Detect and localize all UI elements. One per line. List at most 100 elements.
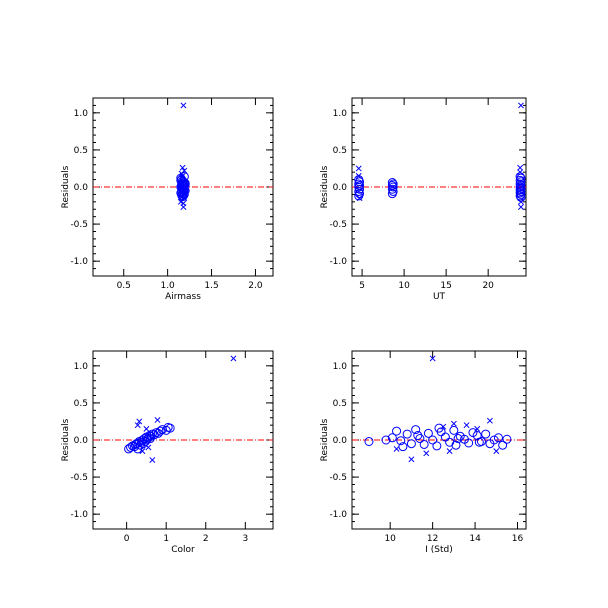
data-point-cross xyxy=(450,420,457,427)
data-point-circle xyxy=(387,178,397,188)
data-point-cross xyxy=(486,417,493,424)
data-point-cross xyxy=(149,457,156,463)
y-axis-label: Residuals xyxy=(61,418,71,461)
y-tick-label: 0.5 xyxy=(74,146,88,156)
x-tick-label: 12 xyxy=(427,534,438,544)
x-tick-label: 0 xyxy=(124,534,130,544)
data-point-circle xyxy=(419,439,429,449)
y-tick-label: 0.5 xyxy=(333,399,347,409)
x-tick-label: 1.0 xyxy=(160,281,175,291)
data-point-circle xyxy=(178,182,188,192)
data-point-circle xyxy=(387,433,397,443)
residual-panel-2: -1.0 -0.5 0.0 0.5 1.0 5 10 15 20 UT Residuals xyxy=(320,97,527,302)
y-tick-label: 1.0 xyxy=(74,109,89,119)
data-point-circle xyxy=(453,434,463,444)
data-point-circle xyxy=(406,439,416,449)
data-point-circle xyxy=(415,434,425,444)
data-point-circle xyxy=(178,186,188,196)
data-point-circle xyxy=(489,435,499,445)
data-point-cross xyxy=(355,165,362,172)
y-axis-label: Residuals xyxy=(320,418,330,461)
x-tick-label: 2 xyxy=(203,534,209,544)
y-tick-label: 0.5 xyxy=(74,399,88,409)
y-tick-label: 1.0 xyxy=(333,109,348,119)
data-point-cross xyxy=(393,445,400,452)
y-axis-label: Residuals xyxy=(320,165,330,208)
x-tick-label: 16 xyxy=(512,534,524,544)
data-point-circle xyxy=(516,186,526,196)
data-point-circle xyxy=(481,429,491,439)
data-point-cross xyxy=(145,444,152,451)
data-point-circle xyxy=(502,434,512,444)
y-tick-label: 0.5 xyxy=(333,146,347,156)
data-point-circle xyxy=(354,179,364,189)
data-point-circle xyxy=(464,438,474,448)
y-tick-label: -1.0 xyxy=(329,510,347,520)
data-point-cross xyxy=(179,164,186,171)
y-tick-label: 1.0 xyxy=(74,362,89,372)
x-tick-label: 15 xyxy=(440,281,451,291)
data-point-cross xyxy=(517,164,524,171)
y-tick-label: -1.0 xyxy=(70,257,88,267)
data-point-cross xyxy=(143,425,150,432)
data-point-circle xyxy=(515,185,525,195)
data-point-circle xyxy=(516,189,526,199)
data-point-circle xyxy=(432,441,442,451)
data-point-circle xyxy=(498,440,508,450)
x-tick-label: 10 xyxy=(398,281,410,291)
y-tick-label: -0.5 xyxy=(329,473,347,483)
residual-panel-4: -1.0 -0.5 0.0 0.5 1.0 10 12 14 16 I (Std) Residual… xyxy=(320,350,527,555)
data-point-circle xyxy=(177,183,187,193)
data-point-cross xyxy=(493,448,500,455)
data-point-cross xyxy=(474,425,481,432)
data-point-cross xyxy=(440,423,447,430)
data-point-cross xyxy=(518,198,524,205)
x-tick-label: 0.5 xyxy=(117,281,131,291)
y-tick-label: -1.0 xyxy=(329,257,347,267)
data-point-circle xyxy=(413,431,423,441)
data-point-cross xyxy=(355,172,362,179)
data-point-circle xyxy=(451,440,461,450)
data-point-cross xyxy=(136,418,143,425)
data-point-circle xyxy=(515,188,525,198)
data-point-cross xyxy=(180,200,187,207)
data-point-circle xyxy=(381,435,391,445)
x-axis-label: Airmass xyxy=(165,292,201,302)
data-point-cross xyxy=(180,102,187,109)
data-point-circle xyxy=(428,435,438,445)
data-point-circle xyxy=(472,431,482,441)
y-tick-label: -1.0 xyxy=(70,510,88,520)
data-point-cross xyxy=(429,355,436,362)
data-point-circle xyxy=(516,183,526,193)
data-point-cross xyxy=(139,448,146,455)
x-axis-label: UT xyxy=(433,292,446,302)
y-axis-label: Residuals xyxy=(61,165,71,208)
data-point-circle xyxy=(402,429,412,439)
x-tick-label: 20 xyxy=(482,281,494,291)
y-tick-label: 0.0 xyxy=(74,183,89,193)
data-point-circle xyxy=(364,436,374,446)
x-axis-label: I (Std) xyxy=(425,545,453,555)
x-tick-label: 5 xyxy=(359,281,365,291)
y-tick-label: -0.5 xyxy=(329,220,347,230)
data-point-circle xyxy=(411,425,421,435)
data-point-cross xyxy=(134,422,141,429)
x-tick-label: 2.0 xyxy=(248,281,263,291)
data-point-circle xyxy=(515,182,525,192)
data-point-circle xyxy=(165,423,175,433)
data-point-cross xyxy=(518,204,524,210)
data-point-circle xyxy=(354,191,364,201)
data-point-circle xyxy=(392,426,402,436)
x-tick-label: 14 xyxy=(469,534,481,544)
data-point-cross xyxy=(423,450,430,457)
data-point-circle xyxy=(516,181,526,191)
y-tick-label: 1.0 xyxy=(333,362,348,372)
data-point-cross xyxy=(154,417,161,423)
x-tick-label: 1 xyxy=(163,534,169,544)
x-axis-label: Color xyxy=(171,545,195,555)
data-point-cross xyxy=(356,195,363,202)
residual-panel-1: -1.0 -0.5 0.0 0.5 1.0 0.5 1.0 1.5 2.0 Airmass Resi… xyxy=(61,97,274,302)
data-point-cross xyxy=(463,422,470,429)
y-tick-label: 0.0 xyxy=(333,436,348,446)
